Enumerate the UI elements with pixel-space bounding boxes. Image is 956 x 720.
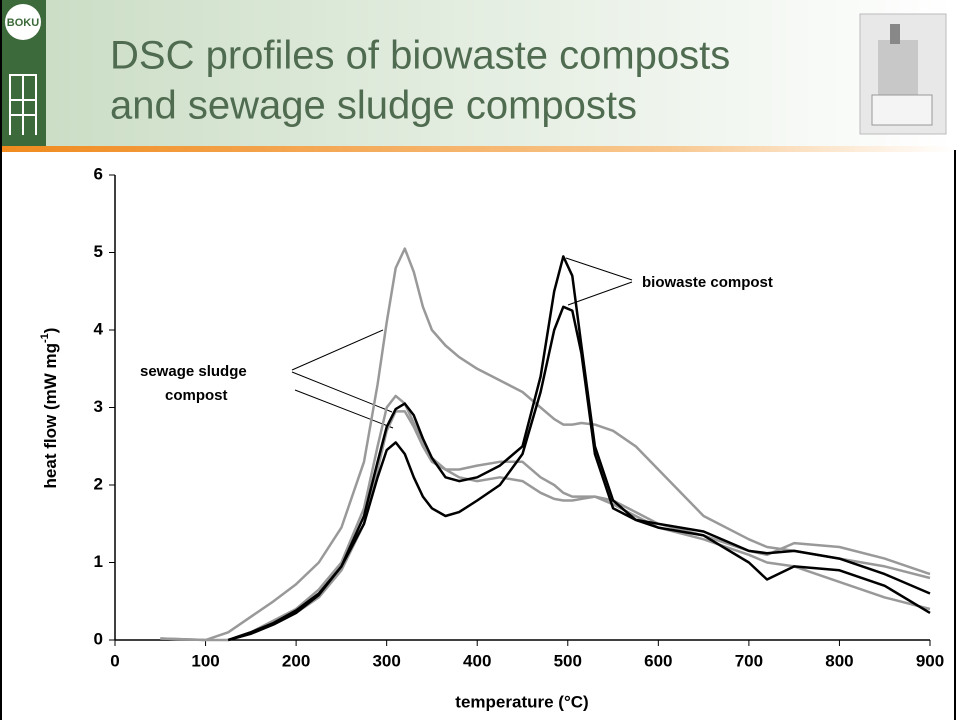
series-line — [228, 256, 930, 640]
slide: BOKU DSC profiles of biowaste composts a… — [0, 0, 956, 720]
title-line: and sewage sludge composts — [110, 84, 637, 128]
y-tick-label: 1 — [94, 552, 103, 571]
y-tick-label: 3 — [94, 397, 103, 416]
instrument-photo — [860, 14, 946, 134]
x-tick-label: 400 — [463, 651, 491, 670]
y-axis-label-sup: -1 — [39, 333, 51, 343]
series-line — [228, 307, 930, 640]
series-line — [160, 396, 930, 640]
y-tick-label: 5 — [94, 242, 103, 261]
y-tick-label: 2 — [94, 474, 103, 493]
y-axis-label: heat flow (mW mg-1) — [39, 328, 61, 489]
y-tick-label: 4 — [94, 319, 104, 338]
x-tick-label: 500 — [554, 651, 582, 670]
x-tick-label: 900 — [916, 651, 944, 670]
x-axis-label: temperature (°C) — [455, 692, 588, 711]
y-tick-label: 0 — [94, 629, 103, 648]
y-tick-label: 6 — [94, 164, 103, 183]
x-tick-label: 200 — [282, 651, 310, 670]
x-tick-label: 700 — [735, 651, 763, 670]
annotation: compost — [165, 387, 228, 404]
x-tick-label: 600 — [644, 651, 672, 670]
annotation: sewage sludge — [140, 363, 247, 380]
y-axis-label-main: heat flow (mW mg — [41, 343, 60, 488]
header-rule — [0, 146, 956, 152]
series-line — [160, 249, 930, 640]
logo-text: BOKU — [7, 17, 39, 29]
x-tick-label: 800 — [825, 651, 853, 670]
y-axis-label-end: ) — [41, 328, 60, 334]
series-line — [228, 411, 930, 640]
x-tick-label: 300 — [372, 651, 400, 670]
x-tick-label: 100 — [191, 651, 219, 670]
annotation: biowaste compost — [642, 274, 773, 291]
page: {"header": {"title_lines": ["DSC profile… — [0, 0, 956, 720]
x-tick-label: 0 — [110, 651, 119, 670]
title-line: DSC profiles of biowaste composts — [110, 34, 730, 78]
